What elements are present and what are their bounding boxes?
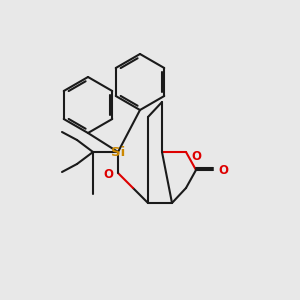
Text: O: O	[191, 149, 201, 163]
Text: O: O	[103, 167, 113, 181]
Text: O: O	[218, 164, 228, 176]
Text: Si: Si	[111, 146, 125, 158]
